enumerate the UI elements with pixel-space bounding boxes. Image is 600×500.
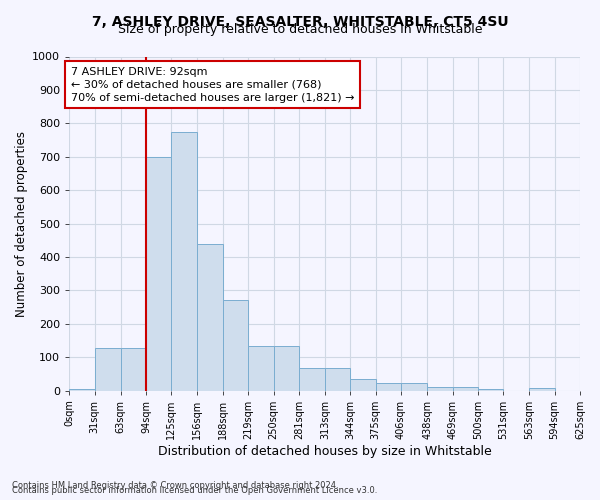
Text: Contains HM Land Registry data © Crown copyright and database right 2024.: Contains HM Land Registry data © Crown c… (12, 481, 338, 490)
Bar (248, 346, 274, 391)
Bar (95, 348, 121, 391)
Bar (121, 348, 146, 391)
Bar (69, 389, 95, 390)
Text: Contains public sector information licensed under the Open Government Licence v3: Contains public sector information licen… (12, 486, 377, 495)
X-axis label: Distribution of detached houses by size in Whitstable: Distribution of detached houses by size … (158, 444, 491, 458)
Bar (299, 368, 325, 390)
Bar (350, 379, 376, 390)
Bar (146, 156, 172, 390)
Bar (172, 132, 197, 390)
Bar (197, 244, 223, 390)
Bar (427, 387, 452, 390)
Text: 7 ASHLEY DRIVE: 92sqm
← 30% of detached houses are smaller (768)
70% of semi-det: 7 ASHLEY DRIVE: 92sqm ← 30% of detached … (71, 66, 355, 103)
Bar (452, 387, 478, 390)
Y-axis label: Number of detached properties: Number of detached properties (15, 130, 28, 316)
Bar (401, 383, 427, 390)
Bar (376, 383, 401, 390)
Bar (274, 346, 299, 391)
Bar (325, 368, 350, 390)
Bar (478, 389, 503, 390)
Bar (223, 300, 248, 390)
Bar (529, 388, 554, 390)
Text: 7, ASHLEY DRIVE, SEASALTER, WHITSTABLE, CT5 4SU: 7, ASHLEY DRIVE, SEASALTER, WHITSTABLE, … (92, 15, 508, 29)
Text: Size of property relative to detached houses in Whitstable: Size of property relative to detached ho… (118, 22, 482, 36)
